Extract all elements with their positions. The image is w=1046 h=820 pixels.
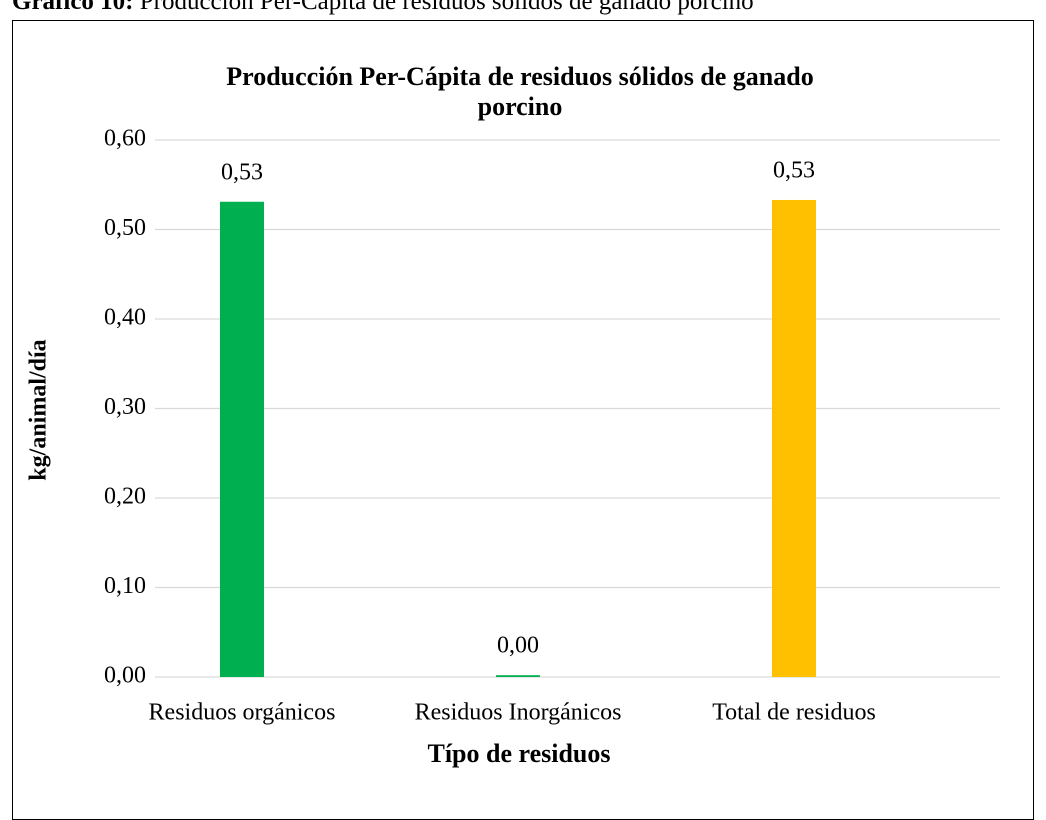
- chart: kg/animal/día Típo de residuos 0,00 0,10 0…: [26, 126, 1000, 768]
- bar: [220, 201, 264, 677]
- y-tick-label: 0,20: [104, 484, 146, 510]
- y-axis-label: kg/animal/día: [26, 339, 52, 480]
- y-tick-label: 0,30: [104, 394, 146, 420]
- y-tick-label: 0,60: [104, 126, 146, 152]
- value-label: 0,53: [221, 159, 263, 185]
- y-tick-label: 0,40: [104, 305, 146, 331]
- chart-title: Producción Per-Cápita de residuos sólido…: [226, 62, 814, 121]
- x-tick-label: Residuos Inorgánicos: [415, 700, 622, 726]
- y-tick-label: 0,00: [104, 663, 146, 689]
- value-label: 0,53: [773, 157, 815, 183]
- caption-label: Gráfico 10:: [12, 0, 134, 15]
- x-tick-label: Total de residuos: [712, 700, 876, 726]
- bar: [772, 199, 816, 677]
- bar: [496, 675, 540, 677]
- y-tick-label: 0,10: [104, 573, 146, 599]
- value-label: 0,00: [497, 633, 539, 659]
- y-tick-label: 0,50: [104, 215, 146, 241]
- page: Gráfico 10: Producción Per-Cápita de res…: [12, 0, 1034, 820]
- x-axis-label: Típo de residuos: [427, 739, 610, 768]
- x-tick-label: Residuos orgánicos: [149, 700, 336, 726]
- caption-text: Producción Per-Cápita de residuos sólido…: [139, 0, 754, 15]
- caption: Gráfico 10: Producción Per-Cápita de res…: [12, 0, 754, 16]
